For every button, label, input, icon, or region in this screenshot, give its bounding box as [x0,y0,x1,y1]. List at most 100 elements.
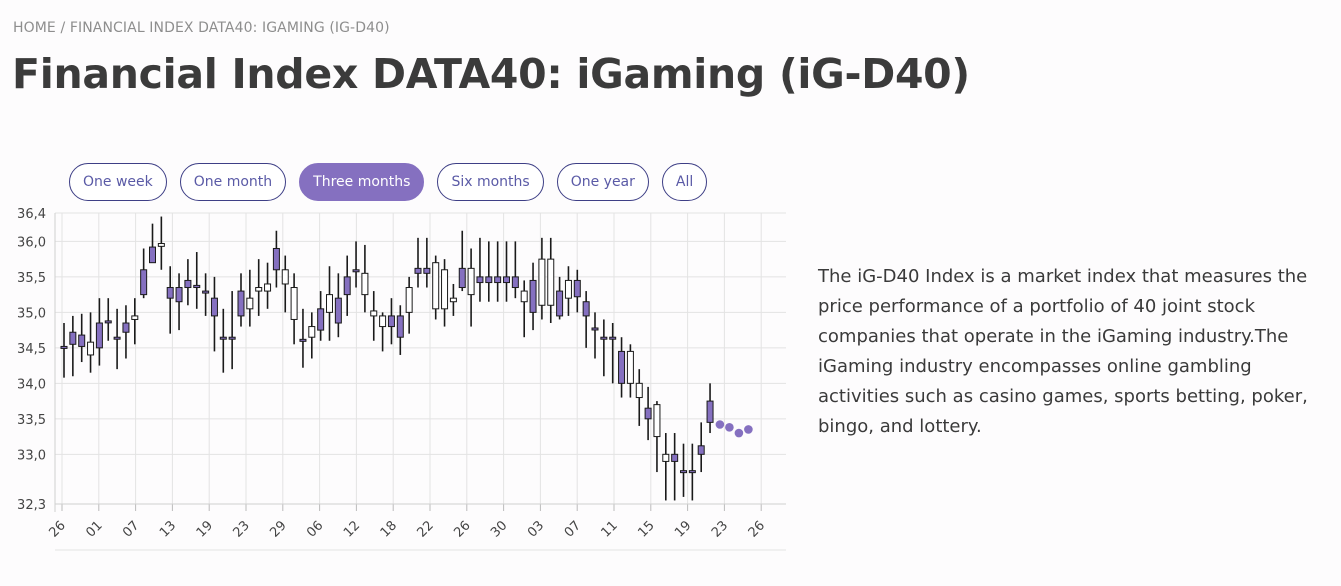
range-button-one-month[interactable]: One month [179,163,287,201]
y-tick-label: 34,5 [17,342,46,357]
candle-body[interactable] [414,267,422,274]
candle-body[interactable] [556,290,564,317]
candle-body[interactable] [449,297,457,303]
candle-body[interactable] [87,341,95,356]
candle-body[interactable] [228,336,236,340]
projection-point[interactable] [715,420,725,429]
y-tick-label: 35,0 [17,306,46,321]
candle-body[interactable] [396,315,404,338]
candle-body[interactable] [503,276,510,284]
candle-body[interactable] [193,284,201,289]
range-button-three-months[interactable]: Three months [299,163,425,201]
candle-body[interactable] [184,279,192,289]
candle-body[interactable] [237,290,245,317]
index-description: The iG-D40 Index is a market index that … [818,266,1308,437]
candle-body[interactable] [361,272,369,296]
candle-body[interactable] [272,247,280,271]
x-tick-label: 07 [120,518,142,540]
candle-body[interactable] [405,287,413,313]
candle-body[interactable] [387,315,395,328]
candle-body[interactable] [255,287,263,292]
candle-body[interactable] [299,338,307,342]
projection-point[interactable] [725,423,734,432]
candle-body[interactable] [104,320,112,324]
x-tick-label: 06 [304,518,326,540]
candle-body[interactable] [458,267,466,289]
candle-body[interactable] [511,276,519,289]
candle-body[interactable] [317,308,325,331]
candle-body[interactable] [157,243,165,247]
candle-body[interactable] [264,283,272,292]
candle-body[interactable] [476,276,484,284]
candle-body[interactable] [591,327,599,331]
candle-body[interactable] [210,297,218,317]
candle-body[interactable] [140,269,148,296]
projection-point[interactable] [734,428,744,438]
candle-body[interactable] [370,310,378,317]
candle-body[interactable] [494,276,502,284]
candle-body[interactable] [653,404,661,438]
y-tick-label: 36,4 [17,207,46,222]
candle-body[interactable] [113,336,121,340]
candle-body[interactable] [423,267,431,274]
candle-body[interactable] [78,334,86,347]
candle-body[interactable] [131,315,139,320]
candle-body[interactable] [60,345,68,349]
candle-body[interactable] [671,453,679,462]
candle-body[interactable] [618,350,626,384]
candle-body[interactable] [529,279,537,313]
candle-body[interactable] [246,297,254,310]
y-tick-label: 33,0 [17,448,46,463]
candle-body[interactable] [573,279,581,298]
candle-body[interactable] [352,269,360,273]
candle-body[interactable] [166,287,174,299]
x-tick-label: 22 [415,518,437,540]
y-tick-label: 32,3 [17,498,46,513]
candle-body[interactable] [680,470,687,474]
breadcrumb: HOME / FINANCIAL INDEX DATA40: IGAMING (… [13,20,390,36]
candle-body[interactable] [706,400,714,423]
candle-body[interactable] [149,246,156,264]
candle-body[interactable] [95,322,103,349]
candle-body[interactable] [122,322,130,333]
candle-body[interactable] [600,336,608,340]
x-tick-label: 18 [378,518,400,540]
range-button-one-year[interactable]: One year [556,163,649,201]
x-tick-label: 26 [47,518,69,540]
candle-body[interactable] [688,470,696,474]
x-tick-label: 23 [231,518,253,540]
candle-body[interactable] [485,276,493,284]
range-button-six-months[interactable]: Six months [437,163,544,201]
breadcrumb-home-link[interactable]: HOME [13,20,56,36]
candle-body[interactable] [635,382,643,399]
candle-body[interactable] [582,301,590,317]
candle-body[interactable] [69,331,77,345]
candle-body[interactable] [175,287,183,303]
candle-body[interactable] [334,297,342,324]
candle-body[interactable] [202,290,210,294]
candle-body[interactable] [609,336,617,340]
candle-body[interactable] [290,287,298,320]
candle-body[interactable] [326,294,333,313]
candle-body[interactable] [547,258,555,306]
candle-body[interactable] [308,326,316,338]
candle-body[interactable] [564,279,572,299]
candle-body[interactable] [432,262,440,310]
x-tick-label: 12 [341,518,363,540]
candle-body[interactable] [644,407,652,420]
candle-body[interactable] [538,258,546,306]
candle-body[interactable] [662,453,670,462]
candle-body[interactable] [441,269,449,310]
candle-body[interactable] [379,315,387,328]
candle-body[interactable] [343,276,351,296]
projection-point[interactable] [744,425,753,434]
candle-body[interactable] [467,267,475,296]
range-button-all[interactable]: All [661,163,708,201]
candle-body[interactable] [626,350,634,384]
range-button-one-week[interactable]: One week [69,163,167,201]
x-tick-label: 19 [194,518,216,540]
candle-body[interactable] [520,290,528,303]
candle-body[interactable] [219,336,227,340]
candle-body[interactable] [697,445,705,455]
candle-body[interactable] [281,269,289,285]
